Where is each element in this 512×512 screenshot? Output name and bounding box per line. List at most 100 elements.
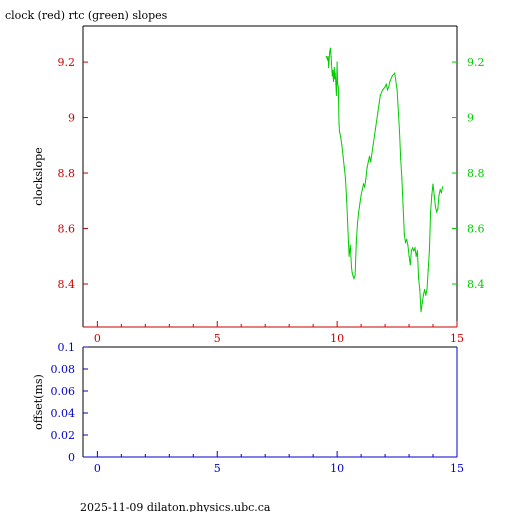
data-point xyxy=(439,189,441,191)
data-point xyxy=(354,275,356,277)
data-point xyxy=(416,250,418,252)
data-point xyxy=(384,86,386,88)
y-tick-label-right: 9 xyxy=(467,112,474,125)
data-point xyxy=(337,86,339,88)
data-point xyxy=(344,178,347,180)
data-point xyxy=(377,111,379,113)
data-point xyxy=(385,83,387,85)
data-point xyxy=(362,183,365,185)
data-point xyxy=(365,178,367,180)
y-tick-label-left: 0.04 xyxy=(51,407,76,420)
y-tick-label-left: 0.06 xyxy=(51,385,76,398)
data-point xyxy=(366,166,368,169)
data-point xyxy=(433,194,435,196)
data-point xyxy=(360,194,362,196)
y-tick-label-right: 8.8 xyxy=(467,167,485,180)
y-tick-label-right: 8.4 xyxy=(467,278,485,291)
y-tick-label-left: 0.02 xyxy=(51,429,76,442)
data-point xyxy=(419,288,421,291)
data-point xyxy=(424,288,426,291)
data-point xyxy=(352,275,354,277)
data-point xyxy=(434,205,436,207)
y-tick-label-left: 8.6 xyxy=(58,223,76,236)
data-point xyxy=(368,155,371,157)
y-tick-label-left: 9.2 xyxy=(58,56,76,69)
data-point xyxy=(427,269,429,271)
data-point xyxy=(330,55,332,58)
data-point xyxy=(364,186,366,188)
data-point xyxy=(442,186,444,188)
data-point xyxy=(329,47,331,49)
data-point xyxy=(327,55,329,58)
y-axis-label: clockslope xyxy=(32,147,45,205)
data-point xyxy=(331,69,333,71)
data-point xyxy=(418,277,420,280)
y-tick-label-left: 8.4 xyxy=(58,278,76,291)
data-point xyxy=(412,247,414,249)
y-tick-label-left: 9 xyxy=(68,112,75,125)
data-point xyxy=(391,75,393,77)
data-point xyxy=(406,239,408,241)
data-point xyxy=(336,61,338,63)
data-point xyxy=(400,158,402,160)
data-point xyxy=(407,244,409,246)
data-point xyxy=(414,247,416,249)
data-point xyxy=(326,58,329,60)
data-point xyxy=(436,211,438,213)
data-point xyxy=(372,144,374,146)
data-point xyxy=(374,128,377,130)
data-point xyxy=(343,166,345,169)
data-point xyxy=(334,78,336,80)
x-tick-label: 5 xyxy=(214,462,221,475)
data-point xyxy=(325,55,327,58)
data-point xyxy=(367,161,369,163)
data-point xyxy=(402,205,404,207)
data-point xyxy=(348,255,350,257)
data-point xyxy=(410,250,412,252)
x-tick-label: 10 xyxy=(330,332,344,345)
data-point xyxy=(421,302,423,304)
data-point xyxy=(401,178,403,180)
data-point xyxy=(431,194,433,196)
y-tick-label-left: 0 xyxy=(68,451,75,464)
data-point xyxy=(328,67,330,69)
data-point xyxy=(340,136,342,138)
data-point xyxy=(382,89,384,91)
y-tick-label-left: 0.08 xyxy=(51,363,76,376)
data-point xyxy=(358,211,360,213)
x-tick-label: 10 xyxy=(330,462,344,475)
data-point xyxy=(356,222,359,224)
data-point xyxy=(394,72,396,74)
x-tick-label: 0 xyxy=(94,462,101,475)
data-point xyxy=(432,183,434,185)
data-point xyxy=(425,294,427,296)
data-point xyxy=(328,53,331,55)
data-point xyxy=(408,255,410,257)
data-point xyxy=(332,69,334,71)
data-point xyxy=(428,250,430,252)
footer-host-date: 2025-11-09 dilaton.physics.ubc.ca xyxy=(80,501,271,512)
data-point xyxy=(341,144,343,146)
data-point xyxy=(409,264,411,266)
data-point xyxy=(332,80,335,83)
data-point xyxy=(347,227,349,230)
data-point xyxy=(338,130,341,132)
data-point xyxy=(350,266,353,268)
y-tick-label-left: 8.8 xyxy=(58,167,76,180)
data-point xyxy=(426,288,428,291)
data-point xyxy=(355,241,357,243)
data-point xyxy=(389,80,391,83)
data-point xyxy=(404,241,407,243)
chart-title: clock (red) rtc (green) slopes xyxy=(5,9,168,22)
y-axis-label: offset(ms) xyxy=(32,374,45,430)
data-point xyxy=(440,191,442,194)
data-point xyxy=(370,161,372,163)
data-point xyxy=(415,255,417,257)
data-point xyxy=(342,155,344,157)
data-point xyxy=(351,272,353,274)
data-point xyxy=(430,211,432,213)
data-point xyxy=(388,86,390,88)
data-point xyxy=(379,94,381,96)
bottom-panel: 0 5 10 15 0 0.02 0.04 0.06 0.08 0.1 offset(ms) xyxy=(32,341,464,475)
